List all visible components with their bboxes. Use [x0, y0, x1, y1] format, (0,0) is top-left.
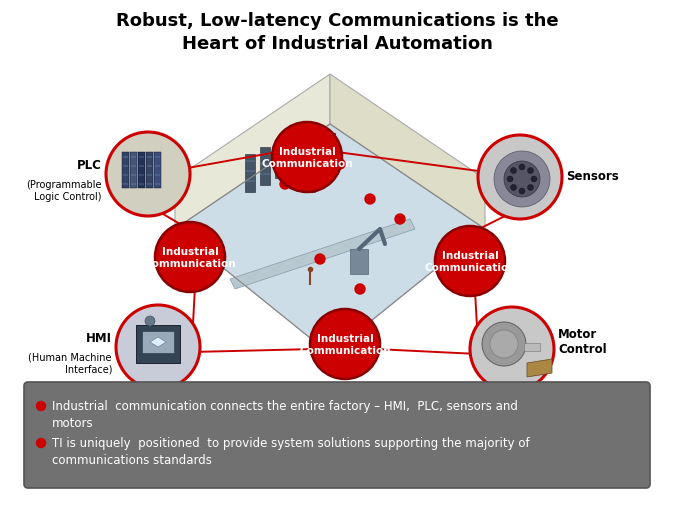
- Text: Robust, Low-latency Communications is the
Heart of Industrial Automation: Robust, Low-latency Communications is th…: [116, 12, 558, 53]
- Circle shape: [504, 162, 540, 197]
- Text: Industrial
Communication: Industrial Communication: [424, 250, 516, 272]
- Polygon shape: [330, 75, 485, 230]
- Circle shape: [116, 306, 200, 389]
- Circle shape: [355, 284, 365, 294]
- Text: Industrial
Communication: Industrial Communication: [262, 147, 353, 169]
- Circle shape: [478, 136, 562, 220]
- Circle shape: [365, 194, 375, 205]
- Circle shape: [519, 165, 525, 171]
- Text: HMI: HMI: [86, 331, 112, 344]
- FancyBboxPatch shape: [24, 382, 650, 488]
- Bar: [130, 153, 137, 189]
- Circle shape: [519, 189, 525, 194]
- Circle shape: [106, 133, 190, 217]
- Bar: [260, 147, 270, 186]
- Text: PLC: PLC: [77, 158, 102, 171]
- Text: Industrial
Communication: Industrial Communication: [299, 333, 391, 355]
- Text: (Programmable
Logic Control): (Programmable Logic Control): [26, 180, 102, 202]
- Circle shape: [494, 152, 550, 208]
- Bar: [275, 141, 285, 179]
- Circle shape: [315, 255, 325, 265]
- Text: (Human Machine
Interface): (Human Machine Interface): [28, 351, 112, 374]
- Circle shape: [528, 185, 534, 191]
- Text: Industrial
Communication: Industrial Communication: [144, 247, 236, 268]
- Polygon shape: [175, 75, 330, 230]
- Circle shape: [470, 308, 554, 391]
- Circle shape: [435, 227, 505, 296]
- Circle shape: [507, 177, 513, 183]
- Circle shape: [482, 322, 526, 366]
- Bar: [122, 153, 129, 189]
- Circle shape: [36, 401, 46, 411]
- Text: TI is uniquely  positioned  to provide system solutions supporting the majority : TI is uniquely positioned to provide sys…: [52, 436, 530, 466]
- Circle shape: [310, 310, 380, 379]
- Bar: [290, 147, 300, 186]
- Circle shape: [510, 185, 516, 191]
- Circle shape: [335, 160, 345, 170]
- Circle shape: [280, 180, 290, 189]
- Bar: [142, 331, 174, 354]
- Text: Sensors: Sensors: [566, 169, 619, 182]
- Text: Motor
Control: Motor Control: [558, 327, 607, 356]
- Polygon shape: [230, 220, 415, 289]
- Bar: [350, 249, 368, 274]
- Text: Industrial  communication connects the entire factory – HMI,  PLC, sensors and
m: Industrial communication connects the en…: [52, 399, 518, 429]
- Circle shape: [395, 215, 405, 225]
- Bar: [245, 155, 255, 192]
- Circle shape: [155, 223, 225, 292]
- Bar: [154, 153, 161, 189]
- Circle shape: [528, 168, 534, 174]
- Polygon shape: [175, 125, 485, 355]
- Circle shape: [145, 316, 155, 326]
- Circle shape: [531, 177, 537, 183]
- Circle shape: [490, 330, 518, 358]
- Bar: [136, 325, 180, 363]
- Circle shape: [36, 439, 46, 447]
- Polygon shape: [527, 359, 552, 377]
- Bar: [138, 153, 145, 189]
- Circle shape: [510, 168, 516, 174]
- Bar: [305, 155, 315, 192]
- Polygon shape: [150, 337, 166, 347]
- Bar: [146, 153, 153, 189]
- Bar: [524, 343, 540, 351]
- Circle shape: [272, 123, 342, 192]
